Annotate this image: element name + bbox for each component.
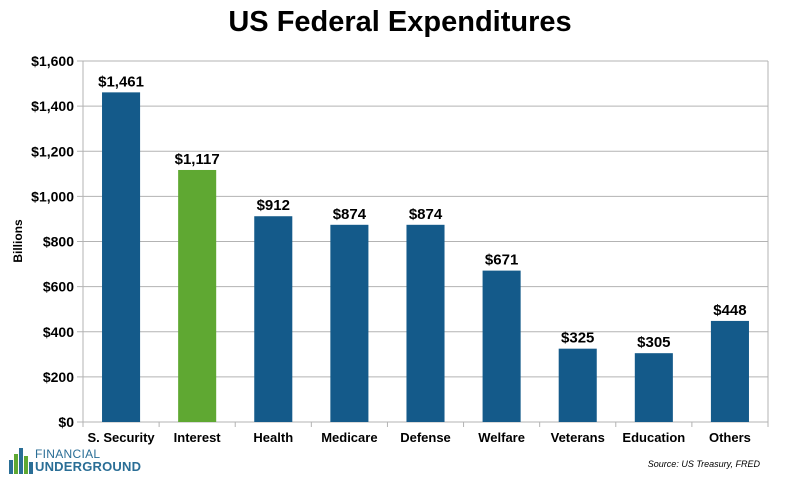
y-tick-label: $1,000 bbox=[31, 188, 74, 204]
y-tick-label: $1,600 bbox=[31, 53, 74, 69]
bar-health bbox=[254, 216, 293, 422]
data-label: $1,461 bbox=[98, 73, 144, 90]
data-label: $874 bbox=[409, 206, 443, 223]
data-label: $1,117 bbox=[175, 151, 220, 168]
x-category-label: Defense bbox=[400, 430, 451, 445]
x-axis-categories: S. Security Interest Health Medicare Defense… bbox=[87, 430, 750, 445]
y-tick-label: $400 bbox=[43, 324, 74, 340]
y-tick-label: $1,200 bbox=[31, 143, 74, 159]
data-labels: $1,461 $1,117 $912 $874 $874 $671 $325 $305 $448 bbox=[98, 73, 747, 351]
y-tick-label: $0 bbox=[58, 414, 74, 430]
x-category-label: Medicare bbox=[321, 430, 377, 445]
data-label: $874 bbox=[333, 206, 367, 223]
y-axis-ticks: $0 $200 $400 $600 $800 $1,000 $1,200 $1,400 $1,6… bbox=[31, 53, 74, 430]
bar-interest bbox=[178, 169, 217, 422]
logo-text-financial: FINANCIAL bbox=[35, 447, 101, 461]
y-tick-label: $600 bbox=[43, 279, 74, 295]
chart-title: US Federal Expenditures bbox=[228, 6, 572, 38]
bar-s-security bbox=[102, 92, 141, 422]
y-tick-label: $200 bbox=[43, 369, 74, 385]
data-label: $671 bbox=[485, 252, 518, 269]
y-tick-label: $800 bbox=[43, 234, 74, 250]
x-category-label: S. Security bbox=[87, 430, 155, 445]
data-label: $305 bbox=[637, 334, 670, 351]
x-category-label: Health bbox=[253, 430, 293, 445]
logo-text-underground: UNDERGROUND bbox=[35, 459, 142, 474]
x-category-label: Interest bbox=[174, 430, 222, 445]
bar-medicare bbox=[330, 224, 369, 422]
x-category-label: Education bbox=[622, 430, 685, 445]
bars bbox=[102, 92, 749, 422]
x-category-label: Others bbox=[709, 430, 751, 445]
source-note: Source: US Treasury, FRED bbox=[647, 459, 760, 469]
skyline-icon bbox=[9, 448, 33, 474]
x-category-label: Veterans bbox=[551, 430, 605, 445]
financial-underground-logo: FINANCIAL UNDERGROUND bbox=[8, 446, 142, 478]
bar-education bbox=[634, 353, 673, 422]
bar-veterans bbox=[558, 348, 597, 422]
bar-defense bbox=[406, 224, 445, 422]
bar-welfare bbox=[482, 270, 521, 422]
x-category-label: Welfare bbox=[478, 430, 525, 445]
bar-others bbox=[710, 320, 749, 422]
y-tick-label: $1,400 bbox=[31, 98, 74, 114]
data-label: $912 bbox=[257, 197, 290, 214]
data-label: $325 bbox=[561, 330, 594, 347]
data-label: $448 bbox=[713, 302, 746, 319]
y-axis-title: Billions bbox=[11, 219, 25, 263]
